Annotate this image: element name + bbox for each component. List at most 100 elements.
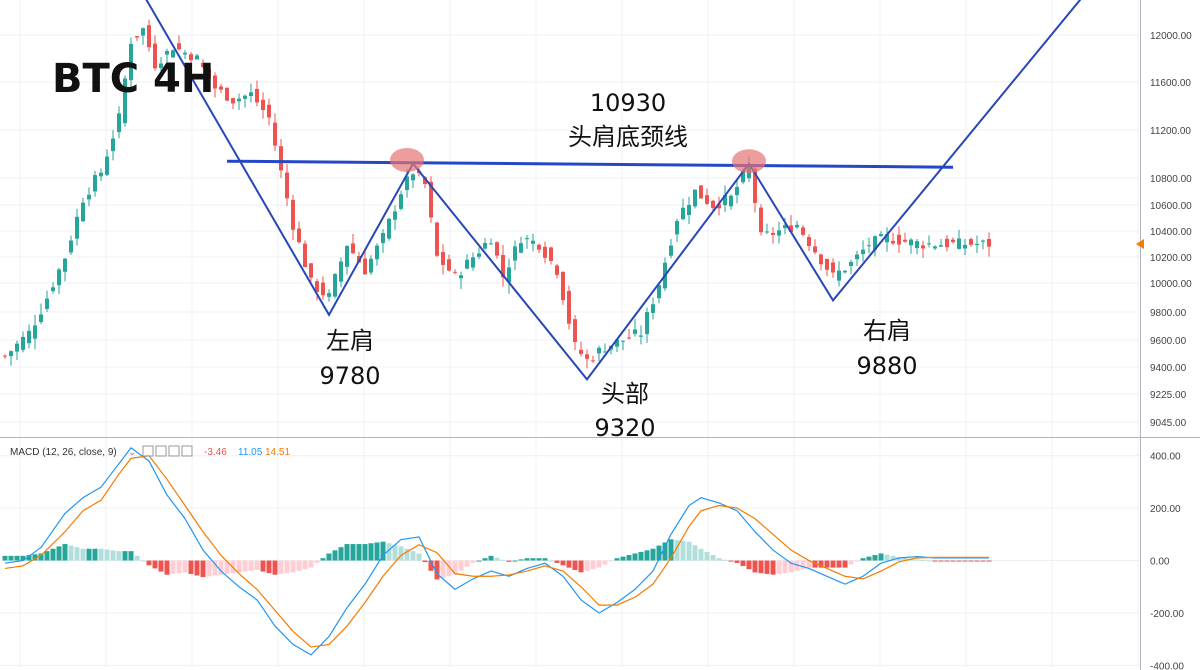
macd-histogram-bar [398, 546, 404, 561]
macd-histogram-bar [938, 560, 944, 562]
candle-body [375, 245, 379, 260]
candle-body [345, 245, 349, 267]
candle-body [219, 86, 223, 90]
candle-body [339, 261, 343, 282]
candle-body [183, 52, 187, 55]
macd-histogram-bar [338, 547, 344, 561]
macd-histogram-bar [542, 558, 548, 561]
macd-histogram-bar [680, 540, 686, 561]
candle-body [603, 351, 607, 353]
macd-histogram-bar [362, 544, 368, 561]
candle-body [717, 204, 721, 209]
candle-body [201, 62, 205, 67]
macd-histogram-bar [44, 551, 50, 561]
candle-body [567, 290, 571, 324]
macd-tick-label: 200.00 [1150, 504, 1181, 515]
macd-histogram-bar [266, 560, 272, 574]
signal-line [4, 455, 989, 648]
macd-histogram-bar [116, 551, 122, 561]
macd-histogram-bar [614, 558, 620, 561]
macd-histogram-bar [14, 555, 20, 561]
candle-body [945, 238, 949, 248]
head-label: 头部 [601, 380, 649, 408]
candle-body [111, 138, 115, 152]
macd-histogram-bar [812, 560, 818, 568]
macd-histogram-bar [974, 560, 980, 562]
candle-body [819, 254, 823, 265]
candle-body [231, 98, 235, 104]
macd-histogram-bar [26, 555, 32, 561]
settings-icon[interactable] [155, 445, 167, 457]
chevron-down-icon[interactable]: ⌄ [128, 447, 136, 458]
macd-histogram-bar [968, 560, 974, 562]
candle-body [15, 343, 19, 352]
macd-histogram-bar [386, 543, 392, 561]
candle-body [225, 87, 229, 101]
candle-body [117, 113, 121, 133]
macd-histogram-bar [704, 551, 710, 561]
candle-body [399, 194, 403, 209]
macd-histogram-bar [242, 560, 248, 572]
macd-histogram-bar [248, 560, 254, 571]
candle-body [351, 243, 355, 254]
macd-histogram-bar [602, 560, 608, 565]
candle-body [147, 25, 151, 48]
price-tick-label: 10200.00 [1150, 253, 1192, 264]
candle-body [921, 245, 925, 249]
candle-body [975, 243, 979, 246]
candle-body [759, 207, 763, 233]
candle-body [789, 225, 793, 233]
candle-body [915, 241, 919, 249]
candle-body [807, 237, 811, 246]
macd-histogram-bar [38, 553, 44, 561]
candle-body [381, 232, 385, 244]
macd-histogram-bar [80, 548, 86, 561]
macd-histogram-bar [716, 558, 722, 561]
candle-body [699, 185, 703, 199]
source-icon[interactable] [168, 445, 180, 457]
candle-body [537, 244, 541, 250]
macd-legend-label: MACD (12, 26, close, 9) [10, 447, 117, 458]
macd-histogram-bar [932, 560, 938, 562]
candle-body [885, 234, 889, 243]
close-icon[interactable] [181, 445, 193, 457]
price-tick-label: 11600.00 [1150, 78, 1191, 89]
candle-body [591, 360, 595, 362]
candle-body [753, 168, 757, 203]
candle-body [561, 272, 565, 301]
price-tick-label: 9400.00 [1150, 363, 1187, 374]
macd-histogram-bar [782, 560, 788, 574]
macd-histogram-bar [860, 558, 866, 561]
macd-histogram-bar [440, 560, 446, 578]
macd-histogram-bar [134, 555, 140, 561]
candle-body [825, 259, 829, 270]
macd-histogram-bar [572, 560, 578, 570]
macd-hist-value: -3.46 [204, 447, 227, 458]
candle-body [927, 243, 931, 245]
candle-body [435, 222, 439, 256]
candle-body [423, 177, 427, 185]
candle-body [57, 269, 61, 286]
candle-body [327, 293, 331, 297]
candle-body [75, 216, 79, 239]
macd-legend: MACD (12, 26, close, 9) ⌄ -3.46 11.05 14… [10, 445, 290, 458]
macd-histogram-bar [350, 544, 356, 561]
candle-body [729, 195, 733, 207]
macd-histogram-bar [344, 544, 350, 561]
candle-body [9, 351, 13, 357]
macd-histogram-bar [392, 544, 398, 561]
macd-histogram-bar [326, 553, 332, 561]
macd-histogram-bar [518, 559, 524, 561]
candle-body [249, 92, 253, 97]
macd-histogram-bar [794, 560, 800, 571]
macd-histogram-bar [434, 560, 440, 580]
eye-icon[interactable] [142, 445, 154, 457]
candle-body [465, 259, 469, 269]
highlight-circle [390, 148, 424, 172]
macd-histogram-bar [866, 556, 872, 561]
candle-body [651, 304, 655, 313]
macd-histogram-bar [854, 560, 860, 562]
candle-body [141, 28, 145, 36]
candle-body [783, 224, 787, 229]
